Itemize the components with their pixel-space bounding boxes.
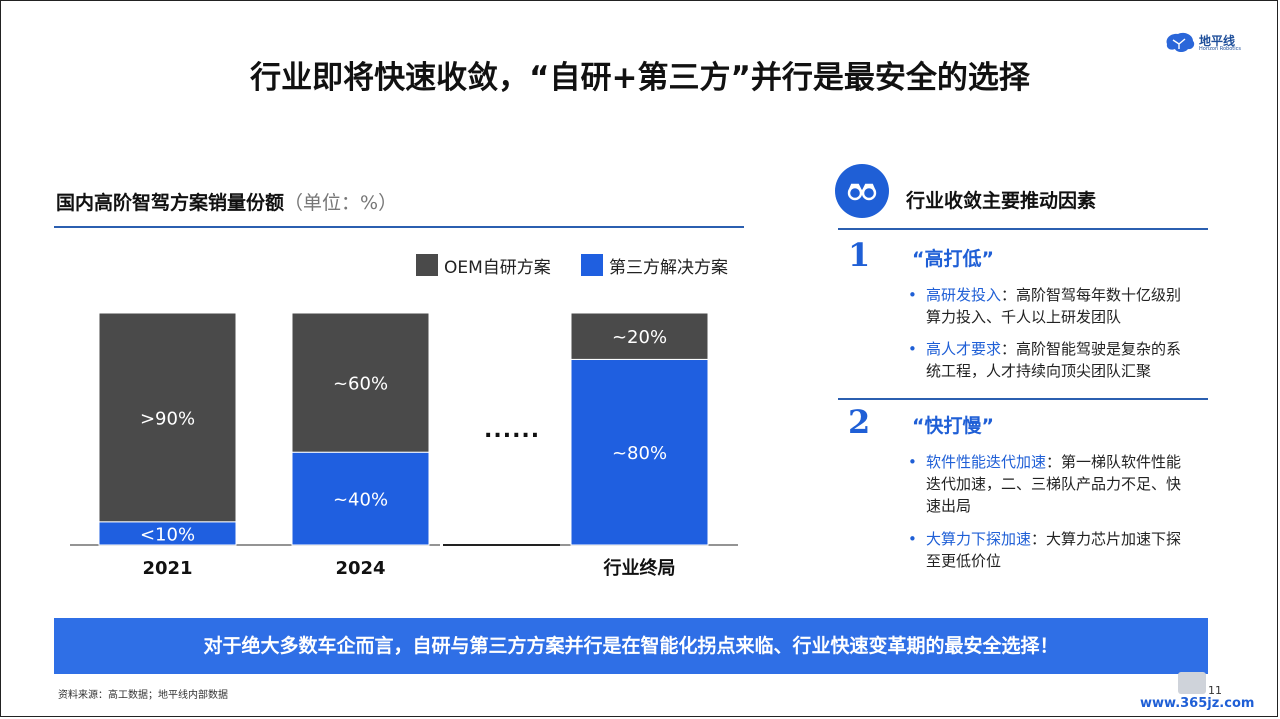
watermark-logo: [1178, 672, 1206, 694]
bar-label-third-party-0: <10%: [140, 524, 195, 545]
bar-label-oem-0: >90%: [140, 408, 195, 429]
bullet-text: ：第一梯队软件性能迭代加速，二、三梯队产品力不足、快速出局: [926, 453, 1182, 515]
section-number-2: 2: [848, 403, 871, 441]
company-logo: 地平线 Horizon Robotics: [1163, 30, 1253, 56]
chart-title-text: 国内高阶智驾方案销量份额: [56, 192, 285, 214]
bullet-2-1: • 软件性能迭代加速：第一梯队软件性能迭代加速，二、三梯队产品力不足、快速出局: [908, 451, 1193, 517]
watermark-text: www.365jz.com: [1140, 696, 1255, 711]
bullet-text: ：大算力芯片加速下探至更低价位: [926, 530, 1182, 570]
conclusion-banner: 对于绝大多数车企而言，自研与第三方方案并行是在智能化拐点来临、行业快速变革期的最…: [54, 618, 1208, 674]
section-title-2: “快打慢”: [912, 415, 994, 437]
logo-subtitle: Horizon Robotics: [1199, 46, 1241, 52]
category-label-1: 2024: [335, 558, 385, 579]
bullet-highlight: 软件性能迭代加速: [926, 453, 1047, 471]
bar-label-third-party-1: ~40%: [333, 490, 388, 511]
bullet-text: ：高阶智能驾驶是复杂的系统工程，人才持续向顶尖团队汇聚: [926, 340, 1182, 380]
chart-unit: （单位：%）: [284, 192, 398, 214]
legend-item-oem: OEM自研方案: [416, 254, 551, 278]
factors-title: 行业收敛主要推动因素: [906, 190, 1097, 212]
logo-name: 地平线: [1199, 34, 1236, 48]
category-label-0: 2021: [142, 558, 192, 579]
section-number-1: 1: [848, 236, 871, 274]
bullet-2-2: • 大算力下探加速：大算力芯片加速下探至更低价位: [908, 528, 1193, 572]
bullet-dot: •: [908, 286, 917, 304]
section-title-1: “高打低”: [912, 248, 994, 270]
factors-divider: [838, 228, 1208, 230]
bar-label-oem-2: ~20%: [612, 327, 667, 348]
legend-swatch-oem: [416, 254, 438, 276]
bullet-highlight: 大算力下探加速: [926, 530, 1032, 548]
bar-third-party-2: [570, 358, 709, 546]
brain-logo-icon: [1166, 32, 1195, 52]
legend-label-third-party: 第三方解决方案: [609, 257, 728, 278]
bar-oem-0: [98, 312, 237, 523]
bullet-dot: •: [908, 340, 917, 358]
stacked-bar-chart: <10% >90% 2021 ~40% ~60% 2024 ~80% ~20% 行业终局: [70, 312, 738, 579]
factor-icon-circle: [835, 164, 889, 218]
bullet-dot: •: [908, 530, 917, 548]
bullet-text: ：高阶智驾每年数十亿级别算力投入、千人以上研发团队: [926, 286, 1182, 326]
category-label-2: 行业终局: [603, 557, 676, 579]
factors-divider-2: [838, 398, 1208, 400]
bullet-1-2: • 高人才要求：高阶智能驾驶是复杂的系统工程，人才持续向顶尖团队汇聚: [908, 338, 1193, 382]
bullet-highlight: 高人才要求: [926, 340, 1002, 358]
page-number: 11: [1208, 684, 1222, 697]
chart-title: 国内高阶智驾方案销量份额（单位：%）: [56, 188, 397, 215]
bar-third-party-1: [291, 451, 430, 546]
binoculars-icon: [847, 183, 877, 201]
page-title: 行业即将快速收敛，“自研+第三方”并行是最安全的选择: [250, 60, 1030, 96]
legend-swatch-third-party: [581, 254, 603, 276]
legend-item-third-party: 第三方解决方案: [581, 254, 728, 278]
bar-oem-2: [570, 312, 709, 360]
bar-label-third-party-2: ~80%: [612, 443, 667, 464]
source-note: 资料来源：高工数据；地平线内部数据: [58, 690, 228, 701]
legend-label-oem: OEM自研方案: [444, 257, 551, 278]
ellipsis-indicator: ......: [484, 418, 541, 443]
bar-label-oem-1: ~60%: [333, 374, 388, 395]
bar-oem-1: [291, 312, 430, 453]
bullet-highlight: 高研发投入: [926, 286, 1002, 304]
bullet-dot: •: [908, 453, 917, 471]
chart-divider: [54, 226, 744, 228]
bullet-1-1: • 高研发投入：高阶智驾每年数十亿级别算力投入、千人以上研发团队: [908, 284, 1193, 328]
